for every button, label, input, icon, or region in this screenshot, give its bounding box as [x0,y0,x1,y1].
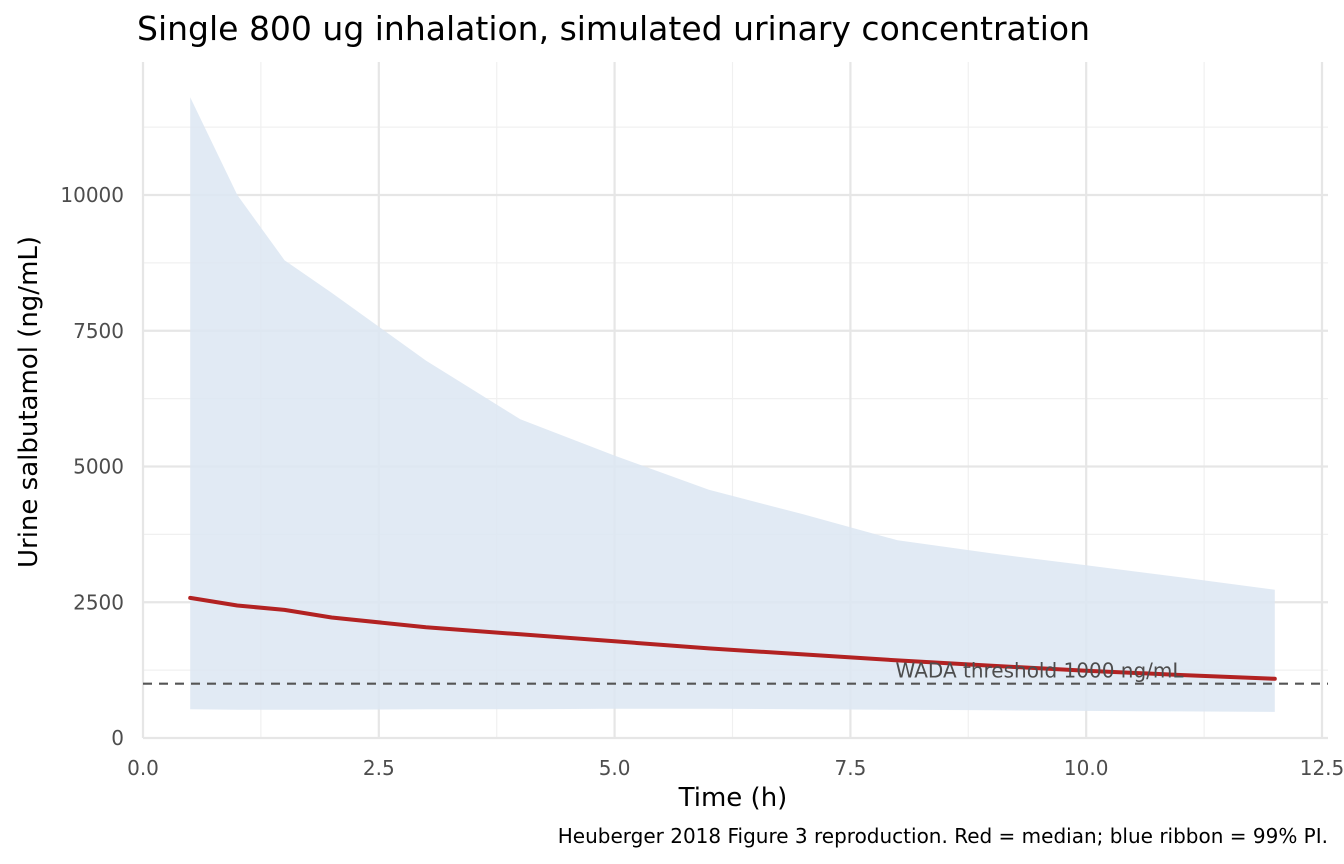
x-tick-label: 5.0 [599,756,631,780]
x-tick-label: 2.5 [363,756,395,780]
y-tick-label: 5000 [73,455,124,479]
chart-title: Single 800 ug inhalation, simulated urin… [137,9,1090,48]
x-tick-label: 0.0 [127,756,159,780]
x-axis-ticks: 0.0 2.5 5.0 7.5 10.0 12.5 [127,756,1344,780]
y-axis-ticks: 0 2500 5000 7500 10000 [60,183,124,750]
y-tick-label: 2500 [73,590,124,614]
x-tick-label: 10.0 [1064,756,1109,780]
threshold-label: WADA threshold 1000 ng/mL [896,659,1185,683]
x-tick-label: 7.5 [834,756,866,780]
y-axis-title: Urine salbutamol (ng/mL) [14,236,44,568]
median-line [188,595,1277,681]
ribbon-99pi [190,97,1275,712]
x-axis-title: Time (h) [678,783,788,813]
chart-caption: Heuberger 2018 Figure 3 reproduction. Re… [558,824,1328,848]
y-tick-label: 10000 [60,183,124,207]
y-tick-label: 7500 [73,319,124,343]
x-tick-label: 12.5 [1300,756,1344,780]
y-tick-label: 0 [111,726,124,750]
